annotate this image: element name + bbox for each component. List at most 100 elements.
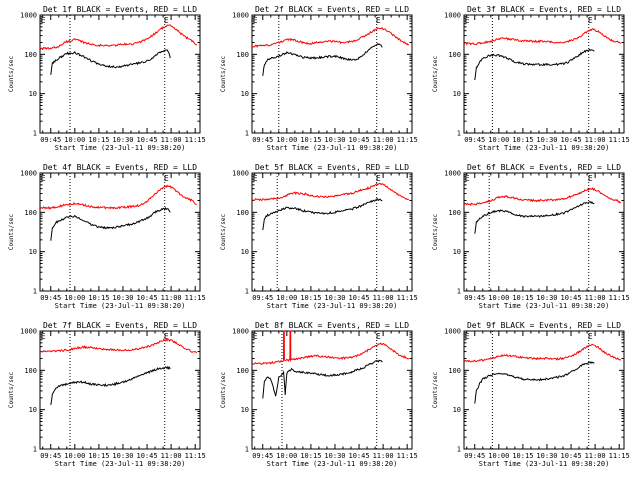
event-rate-line	[474, 361, 595, 404]
chart-title: Det 2f BLACK = Events, RED = LLD	[255, 5, 409, 14]
event-rate-line	[262, 359, 383, 399]
x-tick-label: 09:45	[252, 452, 273, 460]
event-marker: E	[253, 174, 258, 183]
x-tick-label: 10:15	[88, 452, 109, 460]
event-rate-line	[262, 43, 383, 76]
x-tick-label: 10:15	[88, 136, 109, 144]
y-tick-label: 10	[453, 406, 461, 414]
plot-frame	[463, 14, 625, 134]
y-tick-label: 1000	[20, 12, 37, 20]
plot-frame	[463, 172, 625, 292]
event-marker: E	[253, 16, 258, 25]
y-tick-label: 100	[236, 51, 249, 59]
event-marker: E	[253, 332, 258, 341]
y-tick-label: 100	[448, 367, 461, 375]
x-tick-label: 09:45	[40, 452, 61, 460]
lld-rate-line	[463, 28, 622, 46]
y-tick-label: 1	[33, 130, 37, 138]
x-tick-label: 10:15	[512, 294, 533, 302]
y-tick-label: 10	[29, 406, 37, 414]
y-tick-label: 10	[29, 248, 37, 256]
y-tick-label: 1000	[444, 170, 461, 178]
chart-panel: Det 6f BLACK = Events, RED = LLD 1 10 100 10…	[432, 163, 630, 310]
x-tick-label: 11:15	[609, 294, 630, 302]
x-tick-label: 10:00	[64, 136, 85, 144]
x-tick-label: 09:45	[40, 294, 61, 302]
event-marker: E	[465, 332, 470, 341]
y-tick-label: 1000	[232, 328, 249, 336]
x-tick-label: 10:30	[324, 136, 345, 144]
x-axis-label: Start Time (23-Jul-11 09:38:20)	[479, 302, 610, 310]
x-tick-label: 10:15	[512, 136, 533, 144]
event-rate-line	[50, 49, 171, 75]
x-tick-label: 10:00	[64, 294, 85, 302]
x-axis-label: Start Time (23-Jul-11 09:38:20)	[479, 460, 610, 468]
x-tick-label: 10:15	[300, 452, 321, 460]
x-tick-label: 10:30	[112, 294, 133, 302]
event-marker: E	[588, 332, 593, 341]
lld-rate-line	[40, 337, 198, 354]
x-tick-label: 11:15	[609, 452, 630, 460]
x-tick-label: 10:00	[488, 136, 509, 144]
y-tick-label: 10	[453, 90, 461, 98]
y-tick-label: 1	[245, 130, 249, 138]
event-rate-line	[474, 48, 595, 81]
x-tick-label: 10:30	[536, 452, 557, 460]
event-rate-line	[474, 200, 595, 234]
chart-panel: Det 2f BLACK = Events, RED = LLD 1 10 100 10…	[220, 5, 418, 152]
y-tick-label: 10	[29, 90, 37, 98]
y-tick-label: 1	[33, 446, 37, 454]
x-tick-label: 10:15	[300, 294, 321, 302]
plot-frame	[251, 172, 413, 292]
y-tick-label: 10	[241, 248, 249, 256]
x-axis-label: Start Time (23-Jul-11 09:38:20)	[55, 302, 186, 310]
event-marker: E	[588, 16, 593, 25]
event-marker: E	[376, 16, 381, 25]
y-tick-label: 10	[241, 406, 249, 414]
y-axis-label: Counts/sec	[220, 214, 227, 251]
x-tick-label: 11:15	[397, 294, 418, 302]
y-tick-label: 100	[24, 51, 37, 59]
event-marker: E	[41, 332, 46, 341]
x-tick-label: 10:30	[536, 136, 557, 144]
event-marker: E	[164, 332, 169, 341]
lld-rate-line	[252, 27, 410, 48]
plot-frame	[251, 14, 413, 134]
x-axis-label: Start Time (23-Jul-11 09:38:20)	[267, 302, 398, 310]
y-tick-label: 100	[24, 209, 37, 217]
chart-title: Det 7f BLACK = Events, RED = LLD	[43, 321, 197, 330]
x-tick-label: 11:00	[373, 452, 394, 460]
y-tick-label: 1000	[444, 328, 461, 336]
y-tick-label: 1000	[444, 12, 461, 20]
y-tick-label: 10	[241, 90, 249, 98]
chart-panel: Det 4f BLACK = Events, RED = LLD 1 10 100 10…	[8, 163, 206, 310]
y-axis-label: Counts/sec	[220, 372, 227, 409]
y-axis-label: Counts/sec	[8, 372, 15, 409]
y-tick-label: 1	[457, 130, 461, 138]
x-tick-label: 10:15	[512, 452, 533, 460]
x-tick-label: 10:00	[276, 136, 297, 144]
x-tick-label: 10:30	[112, 136, 133, 144]
lld-rate-line	[463, 343, 622, 363]
x-tick-label: 10:00	[488, 452, 509, 460]
x-tick-label: 09:45	[252, 136, 273, 144]
chart-title: Det 5f BLACK = Events, RED = LLD	[255, 163, 409, 172]
y-tick-label: 1	[457, 288, 461, 296]
x-tick-label: 10:15	[300, 136, 321, 144]
x-tick-label: 11:00	[161, 452, 182, 460]
event-marker: E	[465, 174, 470, 183]
event-marker: E	[164, 16, 169, 25]
chart-title: Det 3f BLACK = Events, RED = LLD	[467, 5, 621, 14]
x-tick-label: 10:00	[488, 294, 509, 302]
x-tick-label: 11:15	[185, 452, 206, 460]
y-tick-label: 100	[236, 209, 249, 217]
event-rate-line	[50, 206, 171, 241]
x-tick-label: 10:30	[324, 294, 345, 302]
x-axis-label: Start Time (23-Jul-11 09:38:20)	[55, 460, 186, 468]
chart-panel: Det 1f BLACK = Events, RED = LLD 1 10 100 10…	[8, 5, 206, 152]
y-tick-label: 1000	[232, 170, 249, 178]
y-tick-label: 1000	[20, 328, 37, 336]
x-tick-label: 10:30	[112, 452, 133, 460]
event-marker: E	[41, 174, 46, 183]
